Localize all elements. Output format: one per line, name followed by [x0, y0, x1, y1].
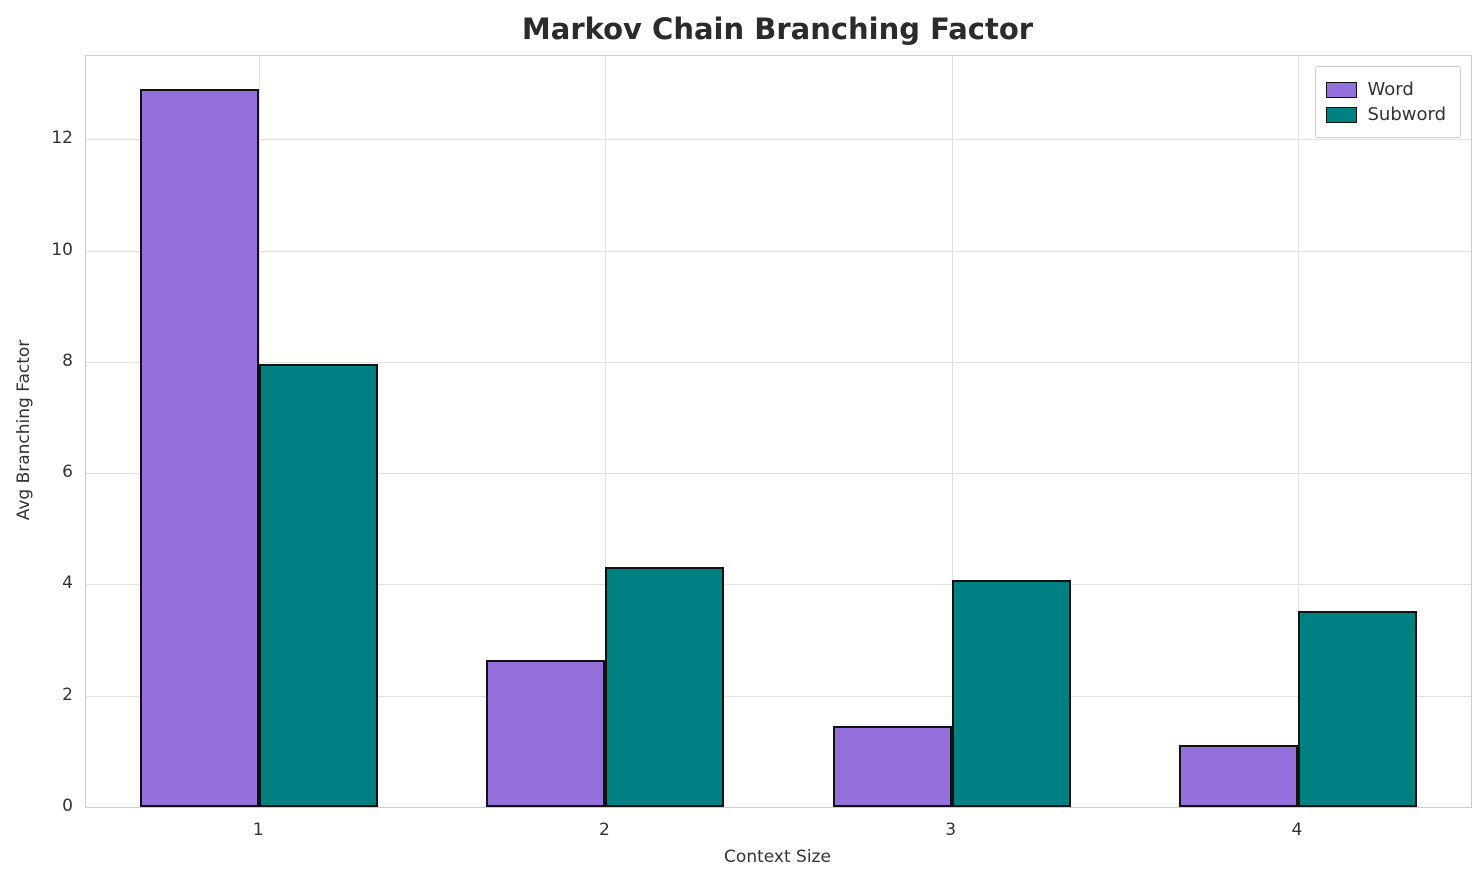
- legend-item-subword: Subword: [1326, 104, 1446, 125]
- legend-item-word: Word: [1326, 79, 1446, 100]
- bar-word-1: [140, 89, 259, 807]
- bar-subword-1: [259, 364, 378, 807]
- bar-subword-3: [952, 580, 1071, 807]
- bar-subword-4: [1298, 611, 1417, 807]
- gridline-y-8: [86, 361, 1471, 363]
- y-tick-label-10: 10: [51, 239, 73, 260]
- gridline-x-3: [952, 56, 953, 807]
- legend-swatch-word: [1326, 81, 1358, 98]
- gridline-y-4: [86, 584, 1471, 586]
- bar-subword-2: [605, 567, 724, 807]
- y-tick-label-0: 0: [62, 796, 73, 816]
- bar-word-4: [1179, 745, 1298, 807]
- x-tick-label-1: 1: [252, 820, 264, 840]
- gridline-y-2: [86, 695, 1471, 697]
- gridline-y-6: [86, 473, 1471, 475]
- bar-word-2: [486, 660, 605, 807]
- plot-area: Word Subword: [85, 55, 1472, 808]
- legend-swatch-subword: [1326, 106, 1358, 123]
- chart-title: Markov Chain Branching Factor: [521, 12, 1034, 46]
- gridline-x-2: [605, 56, 606, 807]
- y-tick-label-6: 6: [62, 462, 73, 483]
- y-tick-label-12: 12: [51, 128, 73, 149]
- x-tick-label-3: 3: [945, 820, 957, 840]
- x-tick-label-4: 4: [1291, 820, 1303, 840]
- y-tick-label-4: 4: [62, 573, 73, 594]
- y-tick-label-8: 8: [62, 350, 73, 371]
- x-axis-label: Context Size: [724, 847, 831, 867]
- gridline-y-10: [86, 250, 1471, 252]
- y-tick-label-2: 2: [62, 684, 73, 705]
- gridline-y-12: [86, 139, 1471, 141]
- legend: Word Subword: [1315, 66, 1461, 138]
- gridline-x-4: [1298, 56, 1299, 807]
- legend-label-word: Word: [1367, 79, 1414, 100]
- y-axis-label: Avg Branching Factor: [14, 339, 34, 521]
- bar-word-3: [833, 726, 952, 807]
- legend-label-subword: Subword: [1367, 104, 1446, 125]
- x-tick-label-2: 2: [598, 820, 610, 840]
